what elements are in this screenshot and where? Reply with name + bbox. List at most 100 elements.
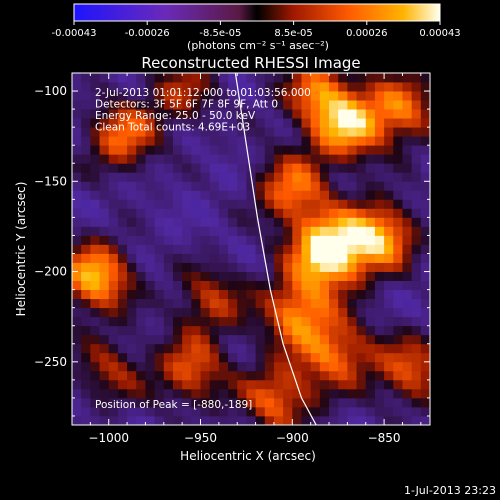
heatmap-cell — [292, 262, 302, 272]
heatmap-cell — [163, 226, 174, 236]
heatmap-cell — [255, 370, 266, 381]
heatmap-cell — [99, 154, 110, 164]
heatmap-cell — [72, 253, 82, 263]
heatmap-cell — [246, 262, 256, 272]
heatmap-cell — [237, 379, 247, 390]
heatmap-cell — [246, 406, 256, 417]
heatmap-cell — [172, 181, 183, 191]
heatmap-cell — [292, 307, 302, 318]
colorbar-tick-label: 0.00026 — [346, 28, 387, 39]
heatmap-cell — [292, 199, 302, 209]
heatmap-cell — [127, 73, 137, 83]
heatmap-cell — [283, 235, 293, 245]
heatmap-cell — [255, 208, 266, 218]
heatmap-cell — [117, 208, 128, 218]
heatmap-cell — [319, 91, 330, 101]
heatmap-cell — [283, 190, 293, 200]
heatmap-cell — [172, 82, 183, 92]
heatmap-cell — [127, 370, 137, 381]
heatmap-cell — [182, 280, 192, 291]
heatmap-cell — [108, 280, 119, 291]
heatmap-cell — [319, 388, 330, 399]
heatmap-cell — [228, 154, 238, 164]
heatmap-cell — [292, 118, 302, 128]
heatmap-cell — [264, 127, 275, 137]
heatmap-cell — [136, 262, 146, 272]
heatmap-cell — [365, 307, 376, 318]
heatmap-cell — [255, 118, 266, 128]
heatmap-cell — [127, 217, 137, 227]
heatmap-cell — [108, 325, 119, 336]
heatmap-cell — [356, 226, 367, 236]
heatmap-cell — [356, 325, 367, 336]
heatmap-cell — [117, 226, 128, 236]
heatmap-cell — [329, 343, 339, 354]
heatmap-cell — [246, 154, 256, 164]
heatmap-cell — [365, 370, 376, 381]
heatmap-cell — [356, 289, 367, 300]
chart-title: Reconstructed RHESSI Image — [141, 54, 360, 72]
heatmap-cell — [246, 181, 256, 191]
heatmap-cell — [117, 415, 128, 425]
heatmap-cell — [218, 406, 229, 417]
heatmap-cell — [90, 163, 100, 173]
heatmap-cell — [310, 73, 321, 83]
y-tick-label: −100 — [34, 84, 67, 98]
heatmap-cell — [347, 343, 357, 354]
heatmap-cell — [117, 199, 128, 209]
heatmap-cell — [163, 325, 174, 336]
heatmap-cell — [237, 406, 247, 417]
heatmap-cell — [292, 352, 302, 363]
heatmap-cell — [273, 172, 284, 182]
heatmap-cell — [329, 226, 339, 236]
heatmap-cell — [310, 154, 321, 164]
heatmap-cell — [81, 154, 91, 164]
heatmap-cell — [365, 109, 376, 119]
heatmap-cell — [319, 298, 330, 309]
peak-position-label: Position of Peak = [-880,-189] — [95, 399, 252, 411]
heatmap-cell — [347, 262, 357, 272]
heatmap-cell — [172, 163, 183, 173]
heatmap-cell — [246, 253, 256, 263]
heatmap-cell — [72, 280, 82, 291]
heatmap-cell — [292, 325, 302, 336]
heatmap-cell — [218, 82, 229, 92]
heatmap-cell — [301, 262, 312, 272]
heatmap-cell — [117, 289, 128, 300]
heatmap-cell — [393, 181, 403, 191]
heatmap-cell — [356, 109, 367, 119]
heatmap-cell — [338, 334, 348, 345]
heatmap-cell — [200, 190, 211, 200]
heatmap-cell — [154, 406, 165, 417]
heatmap-cell — [237, 217, 247, 227]
heatmap-cell — [200, 334, 211, 345]
heatmap-cell — [127, 253, 137, 263]
heatmap-cell — [154, 208, 165, 218]
heatmap-cell — [338, 217, 348, 227]
heatmap-cell — [420, 361, 430, 372]
heatmap-cell — [402, 298, 413, 309]
heatmap-cell — [273, 181, 284, 191]
heatmap-cell — [301, 73, 312, 83]
heatmap-cell — [411, 145, 422, 155]
heatmap-cell — [182, 100, 192, 110]
heatmap-cell — [99, 136, 110, 146]
heatmap-cell — [273, 379, 284, 390]
heatmap-cell — [163, 172, 174, 182]
heatmap-cell — [365, 91, 376, 101]
heatmap-cell — [127, 361, 137, 372]
heatmap-cell — [154, 127, 165, 137]
heatmap-cell — [218, 262, 229, 272]
heatmap-cell — [356, 379, 367, 390]
heatmap-cell — [218, 100, 229, 110]
heatmap-cell — [365, 397, 376, 408]
heatmap-cell — [301, 172, 312, 182]
heatmap-cell — [273, 370, 284, 381]
heatmap-cell — [117, 82, 128, 92]
heatmap-cell — [191, 361, 201, 372]
heatmap-cell — [264, 307, 275, 318]
heatmap-cell — [374, 100, 385, 110]
heatmap-cell — [384, 118, 394, 128]
heatmap-cell — [191, 190, 201, 200]
heatmap-cell — [209, 352, 220, 363]
